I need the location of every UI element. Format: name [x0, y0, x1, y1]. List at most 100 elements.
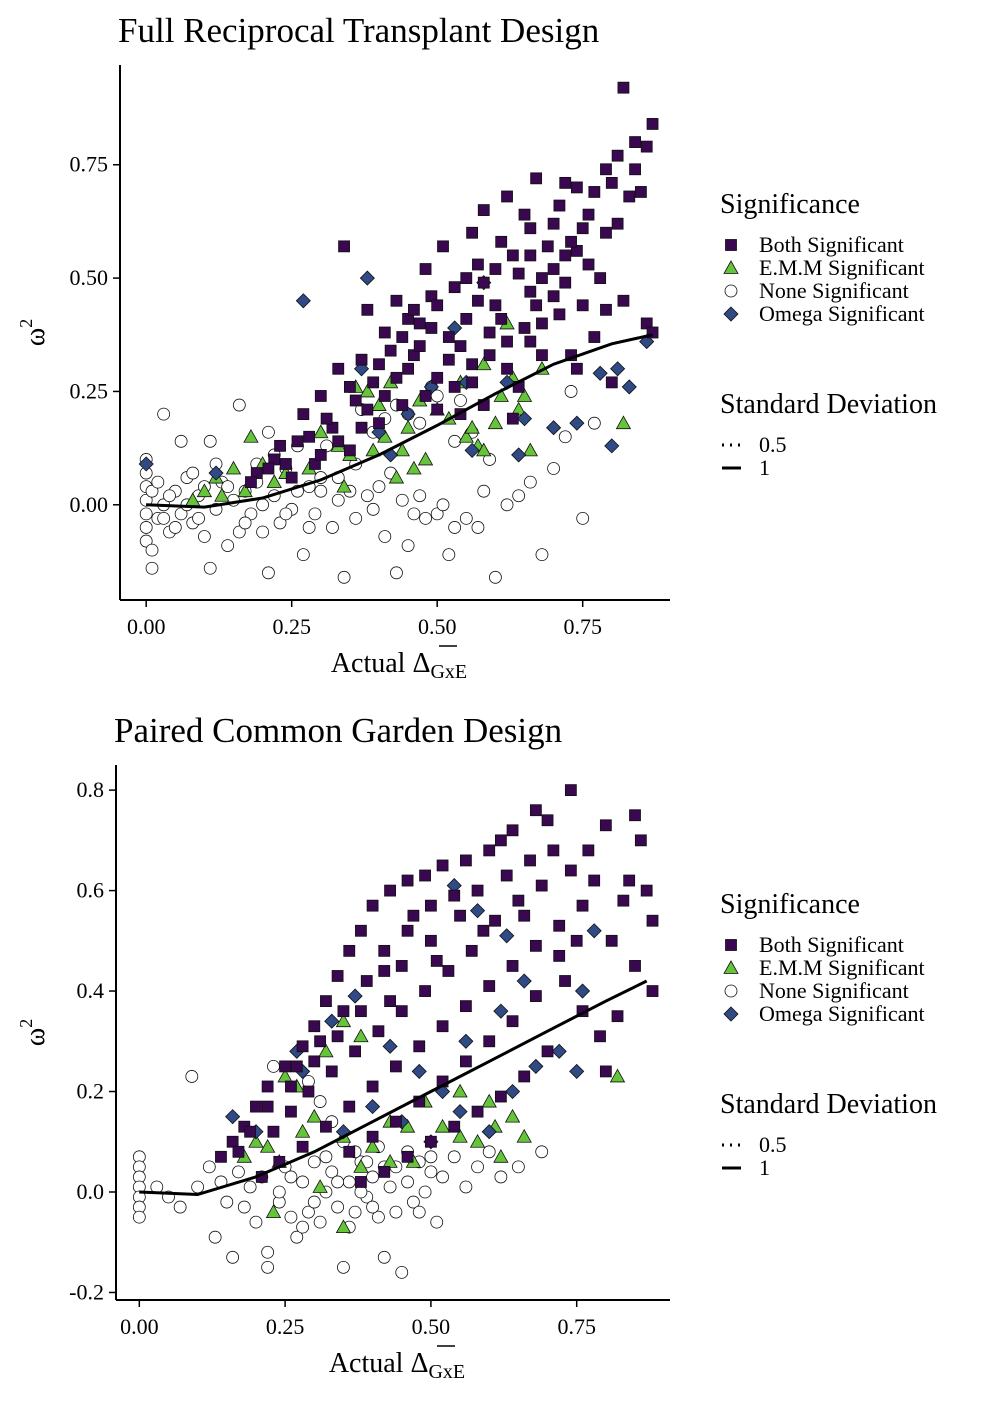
- data-point: [466, 376, 479, 389]
- data-point: [237, 483, 253, 498]
- data-point: [192, 511, 205, 525]
- data-point: [524, 285, 537, 298]
- data-point: [290, 1060, 303, 1073]
- data-point: [483, 349, 496, 362]
- data-point: [245, 476, 257, 489]
- data-point: [629, 960, 641, 972]
- data-point: [401, 874, 414, 887]
- legend-key-square-icon: [725, 239, 737, 251]
- y-tick-label: 0.8: [77, 777, 105, 802]
- data-point: [529, 804, 542, 817]
- data-point: [466, 226, 479, 239]
- data-point: [308, 1055, 321, 1068]
- data-point: [256, 525, 269, 539]
- legend-label: Both Significant: [759, 932, 904, 957]
- data-point: [488, 570, 502, 584]
- data-point: [325, 1065, 338, 1078]
- data-point: [243, 1180, 257, 1194]
- data-point: [576, 511, 590, 525]
- data-point: [516, 1128, 532, 1143]
- data-point: [226, 1250, 240, 1264]
- data-point: [576, 222, 589, 235]
- data-point: [262, 462, 275, 475]
- data-point: [605, 376, 618, 389]
- data-point: [489, 914, 501, 927]
- data-point: [285, 1080, 297, 1093]
- data-point: [237, 1200, 251, 1214]
- trend-line-sd-1: [146, 333, 653, 509]
- data-point: [343, 1100, 356, 1113]
- data-point: [512, 489, 526, 503]
- data-point: [524, 222, 537, 235]
- data-point: [373, 358, 385, 371]
- data-point: [307, 1155, 321, 1169]
- data-point: [361, 403, 374, 416]
- data-point: [425, 899, 437, 912]
- data-point: [220, 1195, 234, 1209]
- y-tick-label: 0.25: [70, 378, 109, 403]
- data-point: [272, 1185, 286, 1199]
- data-point: [139, 507, 153, 521]
- data-point: [208, 1230, 222, 1244]
- data-point: [430, 507, 444, 521]
- data-point: [208, 465, 224, 481]
- data-point: [471, 1105, 484, 1118]
- legend-label: 1: [759, 1155, 770, 1180]
- data-point: [297, 408, 310, 421]
- data-point: [343, 1145, 356, 1158]
- x-axis-label: Actual ΔGxE: [331, 648, 467, 683]
- data-point: [529, 939, 542, 952]
- data-point: [274, 439, 286, 452]
- data-point: [565, 235, 577, 248]
- data-point: [594, 1030, 606, 1043]
- data-point: [411, 1063, 427, 1079]
- data-point: [331, 1200, 345, 1214]
- data-point: [226, 1135, 239, 1148]
- data-point: [232, 525, 246, 539]
- data-point: [378, 530, 392, 543]
- data-point: [588, 331, 601, 343]
- x-tick-label: 0.00: [127, 614, 166, 639]
- x-axis-label-prefix: Actual: [331, 648, 413, 679]
- data-point: [458, 1033, 474, 1049]
- y-tick-label: 0.00: [70, 492, 109, 517]
- data-point: [600, 303, 612, 316]
- x-axis-label-prefix: Actual: [329, 1348, 411, 1379]
- data-point: [472, 258, 484, 271]
- legend-key-triangle-icon: [723, 260, 739, 274]
- data-point: [343, 381, 356, 393]
- data-point: [617, 894, 630, 907]
- data-point: [530, 172, 543, 185]
- data-point: [547, 217, 560, 230]
- data-point: [615, 415, 632, 430]
- data-point: [314, 390, 327, 402]
- data-point: [459, 1180, 473, 1194]
- data-point: [320, 995, 332, 1008]
- data-point: [547, 290, 560, 303]
- data-point: [261, 1245, 275, 1259]
- data-point: [489, 299, 502, 312]
- data-point: [400, 419, 416, 434]
- data-point: [588, 874, 601, 887]
- data-point: [424, 1150, 438, 1164]
- legend-label: None Significant: [759, 978, 909, 1003]
- data-point: [431, 299, 444, 312]
- data-point: [402, 362, 414, 375]
- x-tick-label: 0.75: [557, 1314, 596, 1339]
- x-tick-label: 0.50: [412, 1314, 451, 1339]
- legend-label: Omega Significant: [759, 301, 925, 326]
- data-point: [465, 944, 478, 957]
- data-point: [395, 1265, 409, 1279]
- data-point: [145, 484, 159, 498]
- data-point: [419, 985, 431, 997]
- data-point: [261, 1260, 275, 1274]
- y-axis-label-base: ω: [20, 1028, 51, 1046]
- data-point: [436, 1170, 449, 1184]
- data-point: [173, 1200, 187, 1214]
- trend-line-sd-1: [139, 979, 648, 1197]
- data-point: [248, 1133, 264, 1148]
- data-point: [600, 226, 612, 239]
- data-point: [290, 1230, 304, 1244]
- data-point: [360, 975, 373, 987]
- data-point: [419, 390, 432, 402]
